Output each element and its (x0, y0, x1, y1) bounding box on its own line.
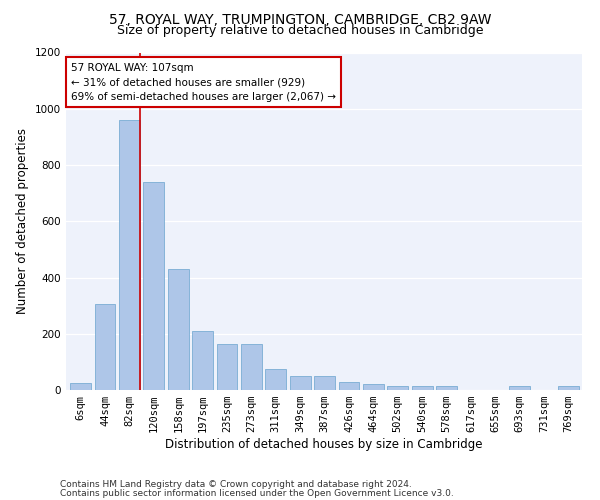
Bar (168, 269, 188, 390)
Bar (436, 386, 457, 390)
Bar (241, 344, 262, 390)
Bar (314, 376, 335, 390)
Text: Contains HM Land Registry data © Crown copyright and database right 2024.: Contains HM Land Registry data © Crown c… (60, 480, 412, 489)
Y-axis label: Number of detached properties: Number of detached properties (16, 128, 29, 314)
Bar (338, 382, 359, 390)
Bar (558, 386, 579, 390)
Text: Size of property relative to detached houses in Cambridge: Size of property relative to detached ho… (117, 24, 483, 37)
Bar (412, 386, 433, 390)
Text: 57, ROYAL WAY, TRUMPINGTON, CAMBRIDGE, CB2 9AW: 57, ROYAL WAY, TRUMPINGTON, CAMBRIDGE, C… (109, 12, 491, 26)
Bar (217, 344, 238, 390)
X-axis label: Distribution of detached houses by size in Cambridge: Distribution of detached houses by size … (165, 438, 483, 451)
Bar (143, 182, 164, 390)
Text: 57 ROYAL WAY: 107sqm
← 31% of detached houses are smaller (929)
69% of semi-deta: 57 ROYAL WAY: 107sqm ← 31% of detached h… (71, 62, 336, 102)
Bar (363, 384, 384, 390)
Bar (119, 120, 140, 390)
Bar (70, 383, 91, 390)
Bar (265, 369, 286, 390)
Bar (290, 376, 311, 390)
Text: Contains public sector information licensed under the Open Government Licence v3: Contains public sector information licen… (60, 488, 454, 498)
Bar (509, 386, 530, 390)
Bar (388, 386, 408, 390)
Bar (192, 331, 213, 390)
Bar (95, 304, 115, 390)
